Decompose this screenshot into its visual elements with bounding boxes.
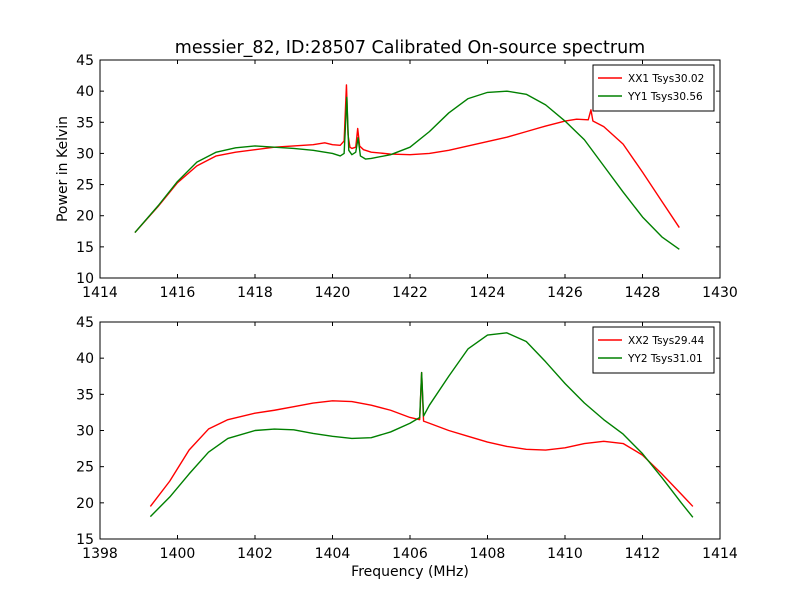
- top-legend-box: [592, 64, 715, 112]
- bottom-x-tick-label: 1412: [625, 546, 661, 562]
- bottom-x-tick-label: 1408: [470, 546, 506, 562]
- top-x-tick-label: 1428: [625, 285, 661, 301]
- bottom-x-tick-label: 1402: [237, 546, 273, 562]
- bottom-spectrum-panel: 1398 1400 1402 1404 1406 1408 1410 1412 1414 15 20…: [76, 315, 738, 562]
- bottom-y-tick-label: 15: [76, 532, 94, 548]
- top-x-tick-label: 1420: [315, 285, 351, 301]
- top-series-2-line: [134, 90, 680, 250]
- x-axis-label: Frequency (MHz): [351, 564, 469, 580]
- top-plot-frame: [99, 59, 721, 279]
- bottom-y-tick-label: 45: [76, 315, 94, 331]
- bottom-series-2-line: [149, 332, 694, 518]
- top-y-tick-label: 40: [76, 84, 94, 100]
- bottom-y-tick-label: 35: [76, 387, 94, 403]
- bottom-plot-frame: [99, 321, 721, 540]
- top-x-tick-label: 1430: [702, 285, 738, 301]
- y-axis-label: Power in Kelvin: [55, 116, 71, 222]
- top-y-tick-label: 10: [76, 271, 94, 287]
- bottom-x-tick-label: 1400: [160, 546, 196, 562]
- top-spectrum-panel: 1414 1416 1418 1420 1422 1424 1426 1428 1430 10 15…: [76, 53, 738, 301]
- bottom-legend-box: [592, 326, 715, 374]
- top-legend: XX1 Tsys30.02 YY1 Tsys30.56: [592, 64, 715, 112]
- top-y-tick-label: 25: [76, 178, 94, 194]
- top-x-tick-label: 1414: [82, 285, 118, 301]
- top-legend-label-2: YY1 Tsys30.56: [627, 91, 703, 103]
- top-x-tick-label: 1416: [160, 285, 196, 301]
- bottom-legend-label-1: XX2 Tsys29.44: [628, 335, 705, 347]
- top-y-tick-label: 35: [76, 115, 94, 131]
- bottom-legend-label-2: YY2 Tsys31.01: [627, 353, 703, 365]
- bottom-x-tick-label: 1414: [702, 546, 738, 562]
- top-x-tick-label: 1422: [392, 285, 428, 301]
- top-x-tick-label: 1424: [470, 285, 506, 301]
- figure-title: messier_82, ID:28507 Calibrated On-sourc…: [175, 38, 645, 58]
- top-x-tick-label: 1426: [547, 285, 583, 301]
- bottom-x-tick-label: 1410: [547, 546, 583, 562]
- top-y-tick-label: 15: [76, 240, 94, 256]
- bottom-y-tick-label: 40: [76, 351, 94, 367]
- bottom-y-tick-label: 30: [76, 424, 94, 440]
- top-y-tick-label: 20: [76, 209, 94, 225]
- top-y-tick-label: 30: [76, 146, 94, 162]
- bottom-y-tick-label: 25: [76, 460, 94, 476]
- top-legend-label-1: XX1 Tsys30.02: [628, 73, 704, 85]
- bottom-x-tick-label: 1398: [82, 546, 118, 562]
- bottom-legend: XX2 Tsys29.44 YY2 Tsys31.01: [592, 326, 715, 374]
- bottom-y-tick-label: 20: [76, 496, 94, 512]
- bottom-x-tick-label: 1406: [392, 546, 428, 562]
- bottom-x-tick-label: 1404: [315, 546, 351, 562]
- top-x-tick-label: 1418: [237, 285, 273, 301]
- top-y-tick-label: 45: [76, 53, 94, 69]
